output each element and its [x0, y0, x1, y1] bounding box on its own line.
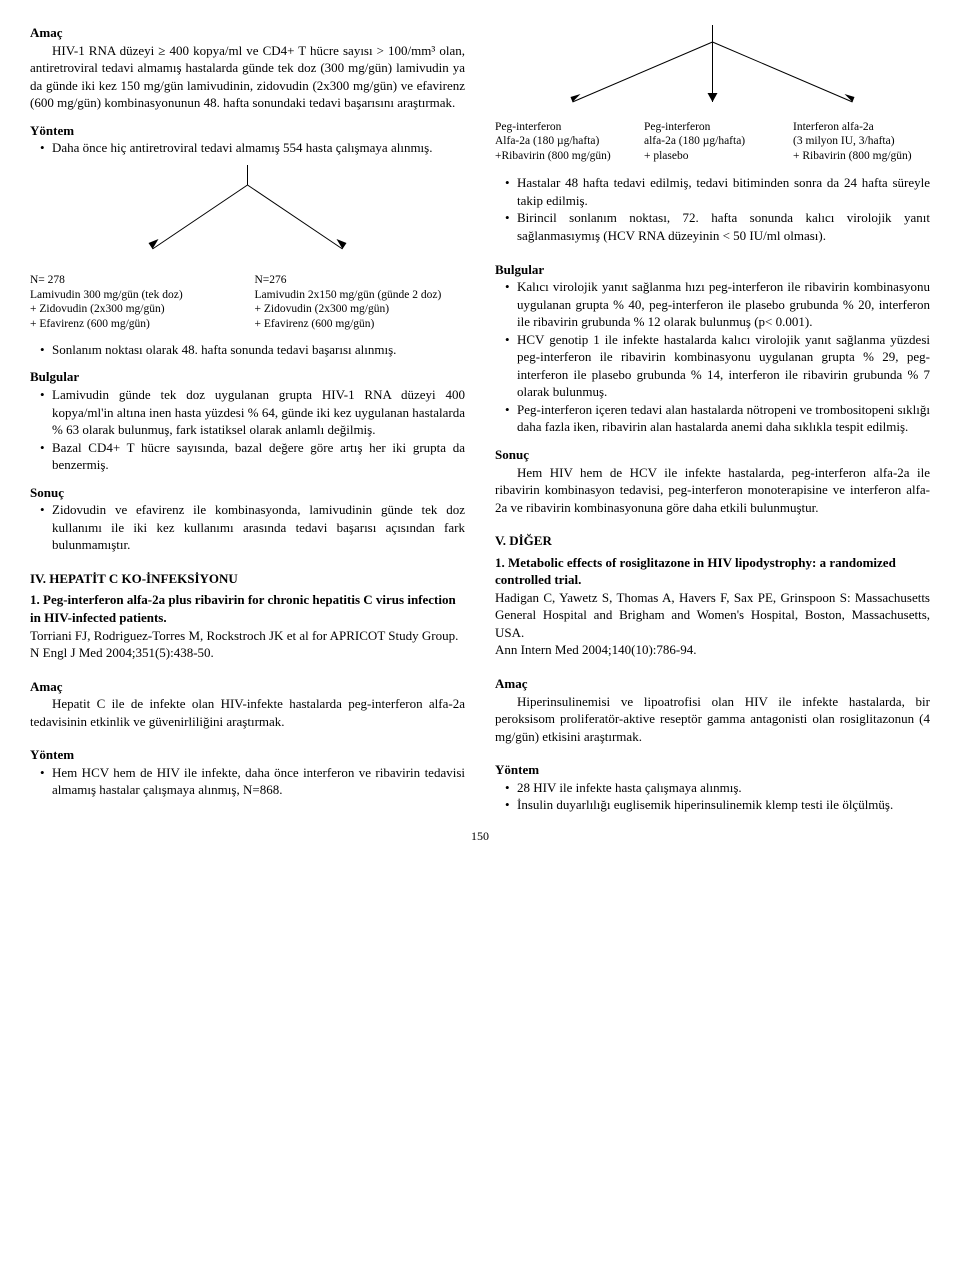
list-item: Sonlanım noktası olarak 48. hafta sonund… — [52, 341, 465, 359]
list-item: Peg-interferon içeren tedavi alan hastal… — [517, 401, 930, 436]
list-item: Birincil sonlanım noktası, 72. hafta son… — [517, 209, 930, 244]
list-yontem: Daha önce hiç antiretroviral tedavi alma… — [30, 139, 465, 157]
para-amac: HIV-1 RNA düzeyi ≥ 400 kopya/ml ve CD4+ … — [30, 42, 465, 112]
heading-amac-r: Amaç — [495, 675, 930, 693]
heading-v: V. DİĞER — [495, 532, 930, 550]
arm-line: Interferon alfa-2a — [793, 120, 930, 135]
arm-line: + plasebo — [644, 149, 781, 164]
right-column: Peg-interferon Alfa-2a (180 µg/hafta) +R… — [495, 20, 930, 814]
heading-sonuc-r: Sonuç — [495, 446, 930, 464]
list-item: Daha önce hiç antiretroviral tedavi alma… — [52, 139, 465, 157]
para-sonuc-r: Hem HIV hem de HCV ile infekte hastalard… — [495, 464, 930, 517]
list-bulgular: Lamivudin günde tek doz uygulanan grupta… — [30, 386, 465, 474]
list-item: 28 HIV ile infekte hasta çalışmaya alınm… — [517, 779, 930, 797]
arm-table: N= 278 Lamivudin 300 mg/gün (tek doz) + … — [30, 273, 465, 331]
arm-line: + Efavirenz (600 mg/gün) — [30, 317, 241, 331]
arm-line: +Ribavirin (800 mg/gün) — [495, 149, 632, 164]
para-amac2: Hepatit C ile de infekte olan HIV-infekt… — [30, 695, 465, 730]
arm-line: N=276 — [255, 273, 466, 287]
list-item: Hem HCV hem de HIV ile infekte, daha önc… — [52, 764, 465, 799]
arm-line: alfa-2a (180 µg/hafta) — [644, 134, 781, 149]
left-column: Amaç HIV-1 RNA düzeyi ≥ 400 kopya/ml ve … — [30, 20, 465, 814]
heading-yontem: Yöntem — [30, 122, 465, 140]
list-item: Lamivudin günde tek doz uygulanan grupta… — [52, 386, 465, 439]
arm-line: Lamivudin 300 mg/gün (tek doz) — [30, 288, 241, 302]
list-item: HCV genotip 1 ile infekte hastalarda kal… — [517, 331, 930, 401]
list-item: Kalıcı virolojik yanıt sağlanma hızı peg… — [517, 278, 930, 331]
authors-iv: Torriani FJ, Rodriguez-Torres M, Rockstr… — [30, 627, 465, 645]
list-yontem-r: 28 HIV ile infekte hasta çalışmaya alınm… — [495, 779, 930, 814]
tree-diagram-icon — [495, 20, 930, 115]
arm-line: N= 278 — [30, 273, 241, 287]
arm-line: Lamivudin 2x150 mg/gün (günde 2 doz) — [255, 288, 466, 302]
arm-line: Alfa-2a (180 µg/hafta) — [495, 134, 632, 149]
tree-diagram-icon — [30, 157, 465, 267]
arm-right: N=276 Lamivudin 2x150 mg/gün (günde 2 do… — [255, 273, 466, 331]
heading-sonuc: Sonuç — [30, 484, 465, 502]
arm-line: + Zidovudin (2x300 mg/gün) — [255, 302, 466, 316]
arm-line: Peg-interferon — [644, 120, 781, 135]
list-item: Bazal CD4+ T hücre sayısında, bazal değe… — [52, 439, 465, 474]
list-item: İnsulin duyarlılığı euglisemik hiperinsu… — [517, 796, 930, 814]
list-bulgular-r: Kalıcı virolojik yanıt sağlanma hızı peg… — [495, 278, 930, 436]
list-right-top: Hastalar 48 hafta tedavi edilmiş, tedavi… — [495, 174, 930, 244]
ref-v: Ann Intern Med 2004;140(10):786-94. — [495, 641, 930, 659]
arm-line: Peg-interferon — [495, 120, 632, 135]
heading-amac2: Amaç — [30, 678, 465, 696]
para-amac-r: Hiperinsulinemisi ve lipoatrofisi olan H… — [495, 693, 930, 746]
arm-line: (3 milyon IU, 3/hafta) — [793, 134, 930, 149]
arm3-col: Interferon alfa-2a (3 milyon IU, 3/hafta… — [793, 120, 930, 165]
arm3-col: Peg-interferon Alfa-2a (180 µg/hafta) +R… — [495, 120, 632, 165]
list-sonuc: Zidovudin ve efavirenz ile kombinasyonda… — [30, 501, 465, 554]
arm-line: + Ribavirin (800 mg/gün) — [793, 149, 930, 164]
heading-bulgular: Bulgular — [30, 368, 465, 386]
list-yontem2: Hem HCV hem de HIV ile infekte, daha önc… — [30, 764, 465, 799]
heading-yontem2: Yöntem — [30, 746, 465, 764]
list-item: Zidovudin ve efavirenz ile kombinasyonda… — [52, 501, 465, 554]
arm-line: + Zidovudin (2x300 mg/gün) — [30, 302, 241, 316]
list-item: Hastalar 48 hafta tedavi edilmiş, tedavi… — [517, 174, 930, 209]
arm3-table: Peg-interferon Alfa-2a (180 µg/hafta) +R… — [495, 120, 930, 165]
authors-v: Hadigan C, Yawetz S, Thomas A, Havers F,… — [495, 589, 930, 642]
list-sonlanim: Sonlanım noktası olarak 48. hafta sonund… — [30, 341, 465, 359]
ref-iv: N Engl J Med 2004;351(5):438-50. — [30, 644, 465, 662]
heading-yontem-r: Yöntem — [495, 761, 930, 779]
arm-left: N= 278 Lamivudin 300 mg/gün (tek doz) + … — [30, 273, 241, 331]
heading-amac: Amaç — [30, 24, 465, 42]
heading-bulgular-r: Bulgular — [495, 261, 930, 279]
title-iv: 1. Peg-interferon alfa-2a plus ribavirin… — [30, 591, 465, 626]
heading-iv: IV. HEPATİT C KO-İNFEKSİYONU — [30, 570, 465, 588]
page-number: 150 — [30, 828, 930, 844]
two-column-layout: Amaç HIV-1 RNA düzeyi ≥ 400 kopya/ml ve … — [30, 20, 930, 814]
arm3-col: Peg-interferon alfa-2a (180 µg/hafta) + … — [644, 120, 781, 165]
arm-line: + Efavirenz (600 mg/gün) — [255, 317, 466, 331]
title-v: 1. Metabolic effects of rosiglitazone in… — [495, 554, 930, 589]
